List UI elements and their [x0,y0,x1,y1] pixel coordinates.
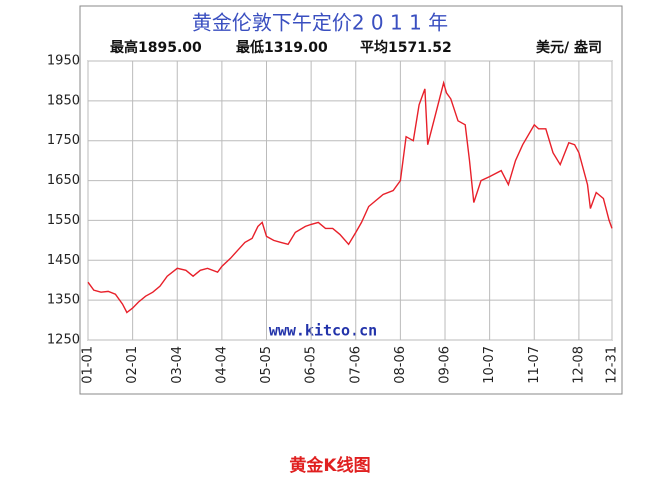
x-tick-label: 06-05 [304,346,319,384]
marks [87,80,613,314]
caption: 黄金K线图 [289,455,370,476]
annotation: 美元/ 盎司 [536,39,602,56]
x-tick-label: 04-04 [214,346,229,384]
y-tick-label: 1350 [47,293,80,308]
plot-area [87,60,613,341]
annotation: 平均1571.52 [360,39,452,56]
y-tick-label: 1850 [47,93,80,108]
x-tick-label: 01-01 [81,346,96,384]
x-tick-label: 12-08 [571,346,586,384]
y-tick-label: 1550 [47,213,80,228]
x-tick-label: 10-07 [482,346,497,384]
price-line [87,80,613,314]
y-tick-label: 1950 [47,54,80,69]
x-tick-label: 12-31 [605,346,620,384]
x-tick-label: 05-05 [259,346,274,384]
x-tick-label: 03-04 [170,346,185,384]
annotation: 最高1895.00 [110,39,202,56]
y-tick-label: 1450 [47,253,80,268]
x-tick-label: 09-06 [438,346,453,384]
y-tick-label: 1650 [47,173,80,188]
grid: 1250 1350 1450 1550 1650 1750 1850 1950 01-01 02-… [47,54,620,384]
y-tick-label: 1250 [47,333,80,348]
x-tick-label: 11-07 [527,346,542,384]
chart-title: 黄金伦敦下午定价2 0 1 1 年 [192,11,448,35]
y-tick-label: 1750 [47,133,80,148]
x-tick-label: 07-06 [348,346,363,384]
annotation: 最低1319.00 [236,39,328,56]
x-tick-label: 08-06 [393,346,408,384]
x-tick-label: 02-01 [125,346,140,384]
watermark: www.kitco.cn [269,322,377,340]
